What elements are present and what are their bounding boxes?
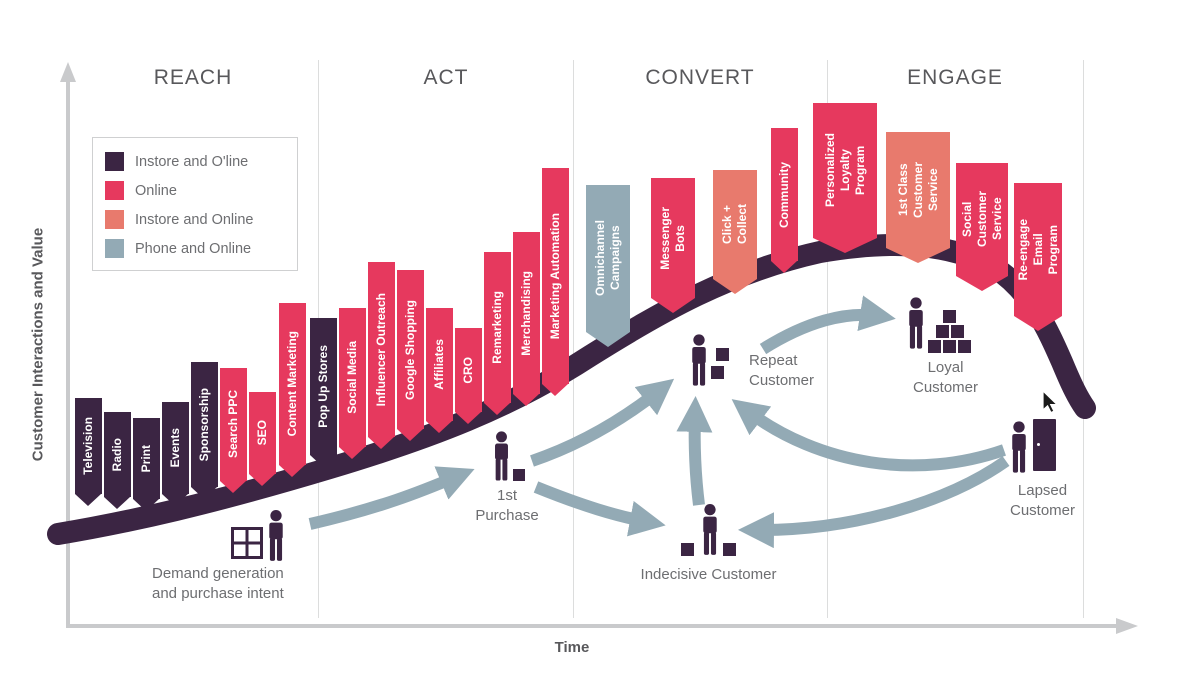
stage-divider xyxy=(1083,60,1084,618)
legend-item-instore-and-o-line: Instore and O'line xyxy=(105,147,297,176)
arrow-first-to-repeat xyxy=(530,378,675,467)
legend-swatch-icon xyxy=(105,152,124,171)
stage-label-engage: ENGAGE xyxy=(907,66,1003,89)
journey-curve xyxy=(47,233,1096,545)
stage-label-reach: REACH xyxy=(153,66,233,89)
arrow-first-to-indecisive xyxy=(533,481,666,537)
cursor-pointer xyxy=(1042,389,1059,414)
legend-swatch-icon xyxy=(105,239,124,258)
y-axis-label: Customer Interactions and Value xyxy=(29,227,47,462)
legend-item-online: Online xyxy=(105,176,297,205)
stage-label-act: ACT xyxy=(423,66,469,89)
legend-label: Online xyxy=(135,182,177,199)
arrow-lapsed-to-repeat xyxy=(731,399,1006,472)
stage-divider xyxy=(827,60,828,618)
arrow-repeat-to-loyal xyxy=(759,295,896,355)
legend-swatch-icon xyxy=(105,181,124,200)
stage-divider xyxy=(573,60,574,618)
flow-arrows xyxy=(308,295,1010,549)
legend-label: Instore and O'line xyxy=(135,153,249,170)
arrow-indecisive-to-repeat xyxy=(676,396,713,506)
arrow-lapsed-to-indecisive xyxy=(738,456,1010,549)
legend-item-phone-and-online: Phone and Online xyxy=(105,234,297,263)
legend-label: Phone and Online xyxy=(135,240,252,257)
legend: Instore and O'line Online Instore and Onli… xyxy=(92,137,298,271)
legend-label: Instore and Online xyxy=(135,211,254,228)
legend-item-instore-and-online: Instore and Online xyxy=(105,205,297,234)
stage-label-convert: CONVERT xyxy=(645,66,755,89)
x-axis-label: Time xyxy=(554,639,590,656)
x-axis-arrowhead xyxy=(1116,618,1138,634)
arrow-demand-to-first-purchase xyxy=(308,466,475,530)
legend-swatch-icon xyxy=(105,210,124,229)
y-axis-arrowhead xyxy=(60,62,76,82)
